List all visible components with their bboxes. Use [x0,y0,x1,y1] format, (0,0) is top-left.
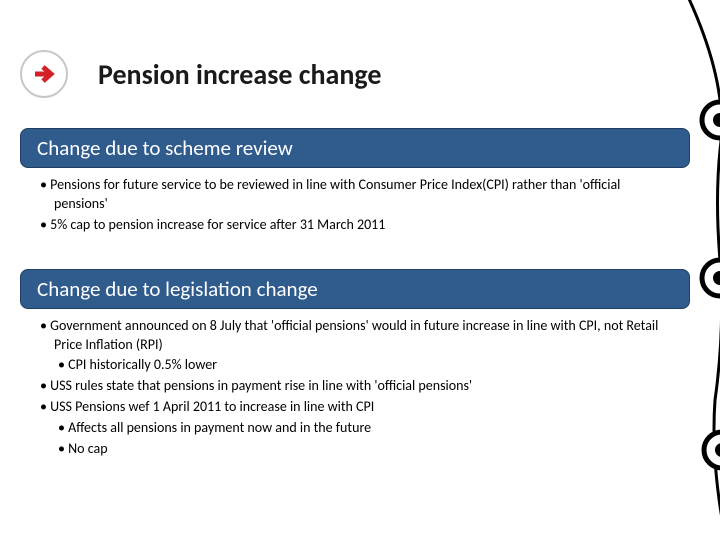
section-legislation-change: Change due to legislation change Governm… [20,269,690,471]
bullet: USS rules state that pensions in payment… [40,377,674,396]
section-body: Pensions for future service to be review… [20,168,690,247]
title-row: Pension increase change [20,50,690,98]
section-header: Change due to scheme review [20,128,690,168]
title-icon-container [20,50,68,98]
section-scheme-review: Change due to scheme review Pensions for… [20,128,690,247]
arrow-right-icon [20,50,68,98]
section-body: Government announced on 8 July that 'off… [20,309,690,471]
bullet: Affects all pensions in payment now and … [40,419,674,438]
bullet: CPI historically 0.5% lower [40,356,674,375]
slide: Pension increase change Change due to sc… [0,0,720,540]
bullet: USS Pensions wef 1 April 2011 to increas… [40,398,674,417]
section-header: Change due to legislation change [20,269,690,309]
bullet: No cap [40,440,674,459]
bullet: 5% cap to pension increase for service a… [40,216,674,235]
bullet: Pensions for future service to be review… [40,176,674,214]
bullet: Government announced on 8 July that 'off… [40,317,674,355]
page-title: Pension increase change [98,57,381,92]
